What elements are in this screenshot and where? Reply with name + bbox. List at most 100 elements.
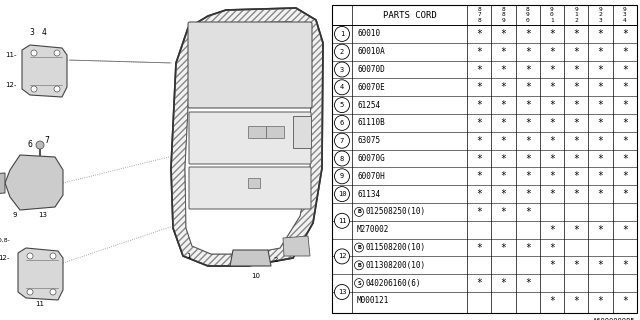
Text: *: * (549, 118, 555, 128)
Text: *: * (525, 82, 531, 92)
Text: *: * (549, 82, 555, 92)
Text: *: * (525, 65, 531, 75)
Text: 60010: 60010 (357, 29, 380, 38)
Text: *: * (598, 82, 604, 92)
Text: *: * (598, 296, 604, 306)
Circle shape (27, 253, 33, 259)
Text: *: * (573, 136, 579, 146)
Text: 7: 7 (45, 136, 49, 145)
Text: *: * (500, 243, 506, 252)
Text: *: * (573, 118, 579, 128)
Circle shape (335, 62, 349, 77)
Circle shape (355, 279, 364, 288)
Circle shape (355, 207, 364, 216)
Circle shape (50, 289, 56, 295)
Text: 12: 12 (338, 253, 346, 260)
Text: *: * (598, 100, 604, 110)
Text: *: * (500, 136, 506, 146)
Text: 3: 3 (340, 67, 344, 73)
FancyBboxPatch shape (188, 22, 312, 108)
Text: 12-: 12- (6, 82, 17, 88)
Text: *: * (476, 171, 482, 181)
Text: 9: 9 (13, 212, 17, 218)
Text: 9
3
4: 9 3 4 (623, 7, 627, 23)
Text: 1: 1 (340, 31, 344, 37)
Text: *: * (549, 260, 555, 270)
Bar (248, 126, 266, 138)
Text: 9
1
2: 9 1 2 (575, 7, 578, 23)
Text: *: * (525, 154, 531, 164)
Text: B: B (357, 209, 361, 214)
Text: 60010A: 60010A (357, 47, 385, 56)
Bar (293, 116, 311, 148)
Circle shape (335, 116, 349, 131)
Text: 61254: 61254 (357, 100, 380, 109)
Text: *: * (525, 243, 531, 252)
Text: *: * (598, 189, 604, 199)
Text: *: * (525, 118, 531, 128)
Text: *: * (598, 154, 604, 164)
Text: 9
0
1: 9 0 1 (550, 7, 554, 23)
Text: *: * (573, 65, 579, 75)
Text: 6: 6 (28, 140, 33, 149)
Text: 10: 10 (338, 191, 346, 197)
Circle shape (27, 289, 33, 295)
Text: A600000085: A600000085 (593, 318, 635, 320)
Bar (332, 5, 637, 313)
Text: *: * (622, 136, 628, 146)
Circle shape (31, 86, 37, 92)
Text: *: * (500, 47, 506, 57)
Text: *: * (525, 29, 531, 39)
Text: PARTS CORD: PARTS CORD (383, 11, 436, 20)
Polygon shape (230, 250, 271, 266)
Text: *: * (598, 136, 604, 146)
Text: *: * (500, 189, 506, 199)
Text: *: * (500, 29, 506, 39)
Text: *: * (573, 225, 579, 235)
Text: *: * (549, 29, 555, 39)
Circle shape (335, 80, 349, 95)
Text: *: * (573, 260, 579, 270)
Text: 1: 1 (186, 253, 190, 259)
Text: 60070D: 60070D (357, 65, 385, 74)
Text: *: * (549, 171, 555, 181)
Text: *: * (622, 171, 628, 181)
Text: *: * (500, 278, 506, 288)
Text: *: * (476, 278, 482, 288)
Text: *: * (622, 154, 628, 164)
Text: *: * (500, 207, 506, 217)
Text: *: * (598, 65, 604, 75)
Text: 3: 3 (29, 28, 35, 37)
FancyBboxPatch shape (189, 112, 311, 164)
Text: 11: 11 (338, 218, 346, 224)
Text: *: * (573, 47, 579, 57)
Text: 60070H: 60070H (357, 172, 385, 181)
Text: *: * (622, 29, 628, 39)
Text: M000121: M000121 (357, 296, 389, 305)
Text: 60070G: 60070G (357, 154, 385, 163)
Circle shape (355, 261, 364, 270)
Text: 61134: 61134 (357, 189, 380, 199)
Text: *: * (549, 136, 555, 146)
Text: 6: 6 (340, 120, 344, 126)
Text: *: * (573, 189, 579, 199)
Text: 8
9
0: 8 9 0 (526, 7, 529, 23)
Polygon shape (171, 8, 323, 266)
Text: 011508200(10): 011508200(10) (366, 243, 426, 252)
Circle shape (335, 284, 349, 300)
Text: 9: 9 (340, 173, 344, 179)
Text: *: * (500, 65, 506, 75)
Text: *: * (525, 189, 531, 199)
Text: *: * (476, 243, 482, 252)
Bar (248, 178, 260, 188)
Polygon shape (0, 173, 5, 195)
Text: *: * (549, 189, 555, 199)
Text: *: * (500, 100, 506, 110)
Text: *: * (573, 154, 579, 164)
Text: 13: 13 (38, 212, 47, 218)
Circle shape (335, 213, 349, 228)
Circle shape (335, 44, 349, 59)
Circle shape (335, 169, 349, 184)
Text: 61110B: 61110B (357, 118, 385, 127)
Text: 10,8-: 10,8- (0, 238, 10, 243)
